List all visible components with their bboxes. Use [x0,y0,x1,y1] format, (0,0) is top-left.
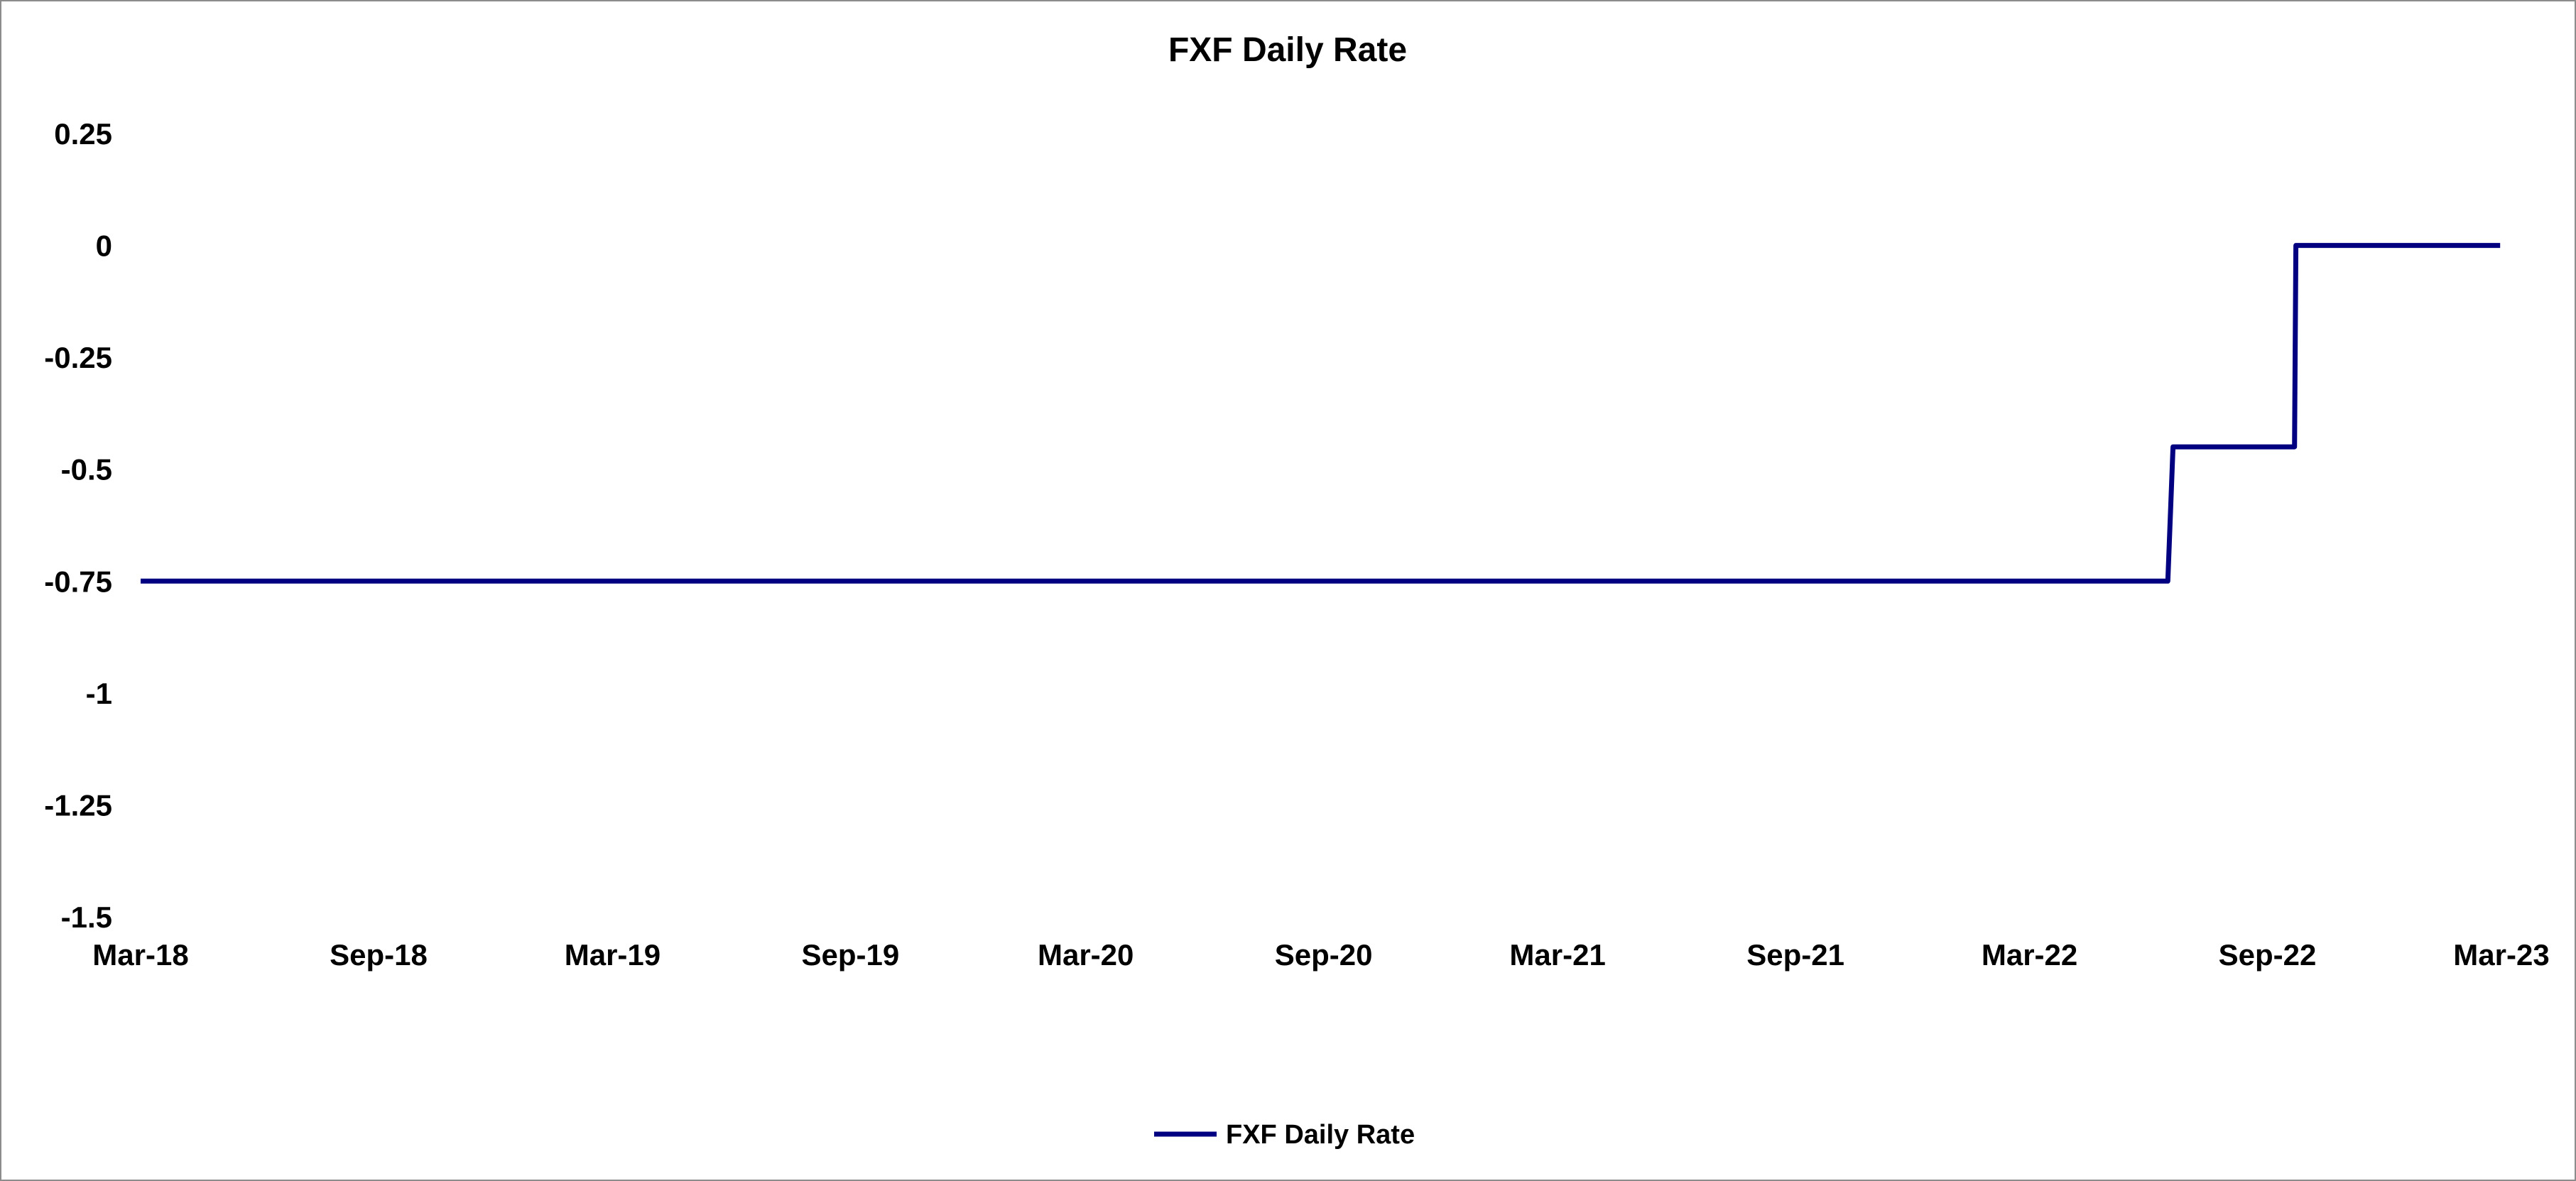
legend-label: FXF Daily Rate [1226,1120,1415,1150]
x-tick-label: Sep-22 [2219,938,2317,972]
y-axis-tick-labels: 0.25 0 -0.25 -0.5 -0.75 -1 -1.25 -1.5 [44,117,112,934]
x-tick-label: Sep-18 [330,938,428,972]
x-tick-label: Sep-19 [802,938,900,972]
y-tick-label: 0 [96,229,112,263]
y-tick-label: -1.25 [44,788,112,822]
x-tick-label: Sep-21 [1746,938,1844,972]
x-tick-label: Mar-18 [92,938,188,972]
x-axis-tick-labels: Mar-18 Sep-18 Mar-19 Sep-19 Mar-20 Sep-20 Mar-… [92,938,2549,972]
y-tick-label: -0.25 [44,341,112,374]
legend: FXF Daily Rate [1154,1120,1415,1150]
y-tick-label: -1.5 [61,900,112,934]
x-tick-label: Mar-19 [565,938,661,972]
y-tick-label: -1 [86,677,112,710]
y-tick-label: -0.75 [44,565,112,598]
y-tick-label: -0.5 [61,453,112,486]
x-tick-label: Mar-22 [1982,938,2077,972]
x-tick-label: Mar-21 [1509,938,1605,972]
series-line [141,243,2501,584]
x-tick-label: Mar-20 [1038,938,1134,972]
series-layer [141,243,2501,584]
x-tick-label: Mar-23 [2453,938,2549,972]
chart-title: FXF Daily Rate [1168,31,1407,69]
x-tick-label: Sep-20 [1275,938,1373,972]
y-tick-label: 0.25 [54,117,112,151]
